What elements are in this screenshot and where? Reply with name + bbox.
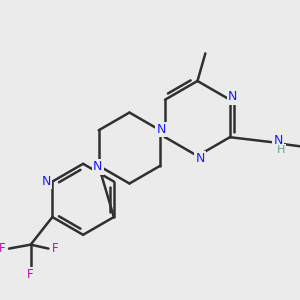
Text: N: N <box>228 90 238 103</box>
Text: N: N <box>157 123 166 136</box>
Text: H: H <box>277 145 285 155</box>
Text: N: N <box>42 175 51 188</box>
Text: N: N <box>93 160 102 173</box>
Text: F: F <box>27 268 34 281</box>
Text: F: F <box>52 242 59 255</box>
Text: F: F <box>0 242 5 255</box>
Text: N: N <box>273 134 283 147</box>
Text: N: N <box>196 152 205 165</box>
